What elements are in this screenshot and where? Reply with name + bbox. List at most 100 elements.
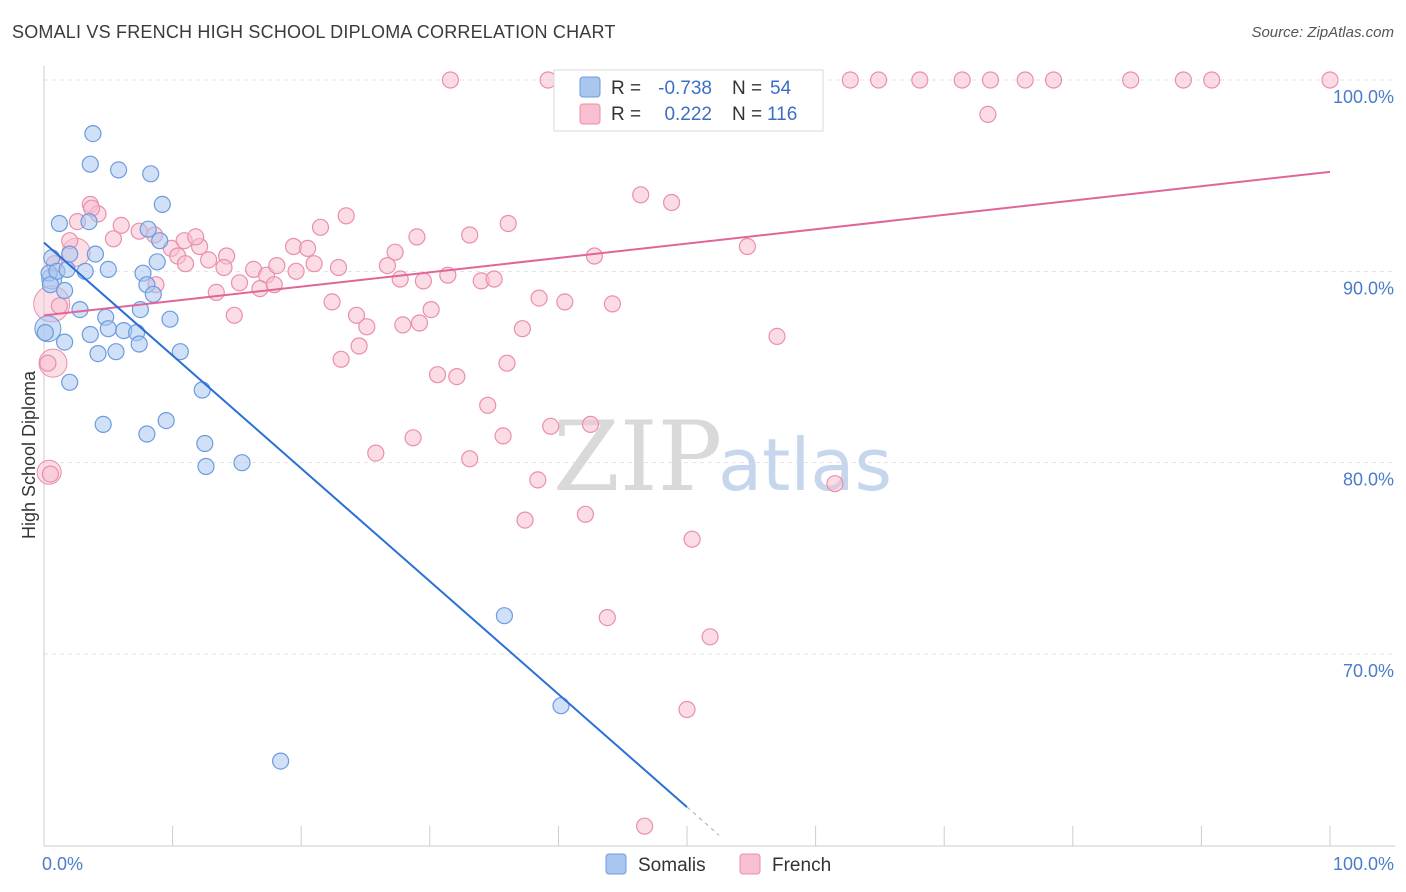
somali-point bbox=[157, 412, 175, 430]
french-point bbox=[461, 226, 479, 244]
somali-point bbox=[138, 425, 156, 443]
stats-n-value-french: 116 bbox=[767, 104, 797, 125]
somali-point bbox=[55, 333, 74, 351]
french-point bbox=[678, 700, 696, 719]
french-point bbox=[39, 354, 57, 372]
french-point bbox=[408, 228, 426, 246]
french-point bbox=[529, 471, 547, 489]
watermark-zip: ZIP bbox=[553, 401, 722, 513]
chart-title: SOMALI VS FRENCH HIGH SCHOOL DIPLOMA COR… bbox=[12, 22, 616, 42]
somali-point bbox=[171, 343, 189, 361]
french-point bbox=[826, 475, 844, 493]
french-point bbox=[50, 297, 69, 315]
stats-r-value-french: 0.222 bbox=[664, 104, 712, 125]
somali-point bbox=[130, 335, 148, 353]
french-point bbox=[635, 817, 654, 835]
french-point bbox=[738, 237, 757, 256]
french-point bbox=[41, 465, 60, 483]
y-tick-label: 100.0% bbox=[1333, 87, 1394, 107]
french-point bbox=[332, 350, 350, 368]
french-point bbox=[683, 530, 701, 548]
french-points bbox=[33, 71, 1339, 835]
french-point bbox=[911, 71, 929, 89]
legend-label-somalis[interactable]: Somalis bbox=[638, 855, 706, 876]
stats-n-label-french: N = bbox=[732, 104, 762, 125]
french-point bbox=[499, 214, 517, 233]
somali-point bbox=[86, 245, 105, 263]
french-point bbox=[358, 318, 376, 336]
french-point bbox=[1044, 71, 1063, 89]
french-point bbox=[448, 368, 466, 386]
somali-point bbox=[272, 752, 290, 770]
french-point bbox=[662, 193, 681, 212]
french-point bbox=[104, 230, 123, 248]
stats-swatch-somali bbox=[579, 76, 601, 98]
french-point bbox=[268, 257, 286, 275]
french-point bbox=[200, 251, 218, 269]
french-point bbox=[215, 258, 233, 277]
watermark-atlas: atlas bbox=[718, 423, 892, 507]
french-point bbox=[251, 280, 269, 298]
x-tick-label: 100.0% bbox=[1333, 854, 1394, 874]
somali-point bbox=[55, 281, 74, 300]
somali-point bbox=[142, 165, 160, 183]
trend-lines bbox=[43, 170, 1331, 836]
somali-point bbox=[148, 253, 166, 271]
somali-trend-line bbox=[43, 241, 688, 808]
french-point bbox=[768, 327, 786, 345]
legend-label-french[interactable]: French bbox=[772, 855, 831, 876]
french-point bbox=[1016, 71, 1034, 89]
french-point bbox=[284, 237, 303, 256]
somali-point bbox=[233, 454, 251, 472]
french-point bbox=[367, 444, 385, 462]
stats-n-value-somali: 54 bbox=[770, 78, 792, 99]
french-point bbox=[394, 316, 412, 334]
somali-point bbox=[161, 310, 179, 328]
somali-point bbox=[76, 262, 94, 280]
french-point bbox=[414, 272, 432, 290]
french-point bbox=[585, 247, 604, 265]
legend-swatch-somalis[interactable] bbox=[605, 853, 627, 875]
somali-point bbox=[144, 285, 162, 303]
french-point bbox=[1203, 71, 1221, 89]
somali-point bbox=[107, 343, 125, 361]
french-point bbox=[494, 427, 512, 445]
french-point bbox=[556, 293, 574, 311]
stats-r-label-somali: R = bbox=[611, 78, 641, 99]
french-point bbox=[869, 71, 888, 89]
french-point bbox=[981, 71, 1000, 89]
french-point bbox=[350, 337, 368, 355]
stats-r-label-french: R = bbox=[611, 104, 641, 125]
french-trend-line bbox=[43, 170, 1331, 317]
french-point bbox=[428, 366, 447, 384]
somali-point bbox=[151, 232, 169, 250]
somali-point bbox=[36, 324, 54, 342]
french-point bbox=[112, 216, 130, 234]
somali-point bbox=[99, 260, 117, 278]
french-point bbox=[347, 306, 366, 324]
somali-point bbox=[89, 345, 107, 363]
french-point bbox=[323, 293, 341, 311]
somali-point bbox=[41, 276, 60, 294]
stats-n-label-somali: N = bbox=[732, 78, 762, 99]
french-point bbox=[485, 270, 503, 288]
somali-point bbox=[81, 155, 99, 173]
somali-point bbox=[80, 213, 98, 231]
french-point bbox=[542, 417, 560, 435]
french-point bbox=[516, 511, 534, 529]
stats-box: R = -0.738 N = 54 R = 0.222 N = 116 bbox=[553, 69, 824, 132]
somali-point bbox=[99, 320, 117, 338]
french-point bbox=[337, 207, 355, 225]
french-point bbox=[230, 274, 249, 292]
french-point bbox=[953, 71, 971, 89]
gridlines bbox=[44, 79, 1395, 655]
axes bbox=[43, 66, 1395, 847]
french-point bbox=[1174, 71, 1193, 89]
stats-swatch-french bbox=[579, 103, 601, 125]
stats-r-value-somali: -0.738 bbox=[658, 78, 712, 99]
french-point bbox=[1122, 71, 1140, 89]
legend-swatch-french[interactable] bbox=[739, 853, 761, 875]
somali-point bbox=[193, 381, 211, 399]
somali-point bbox=[71, 301, 89, 319]
somali-point bbox=[109, 161, 128, 179]
